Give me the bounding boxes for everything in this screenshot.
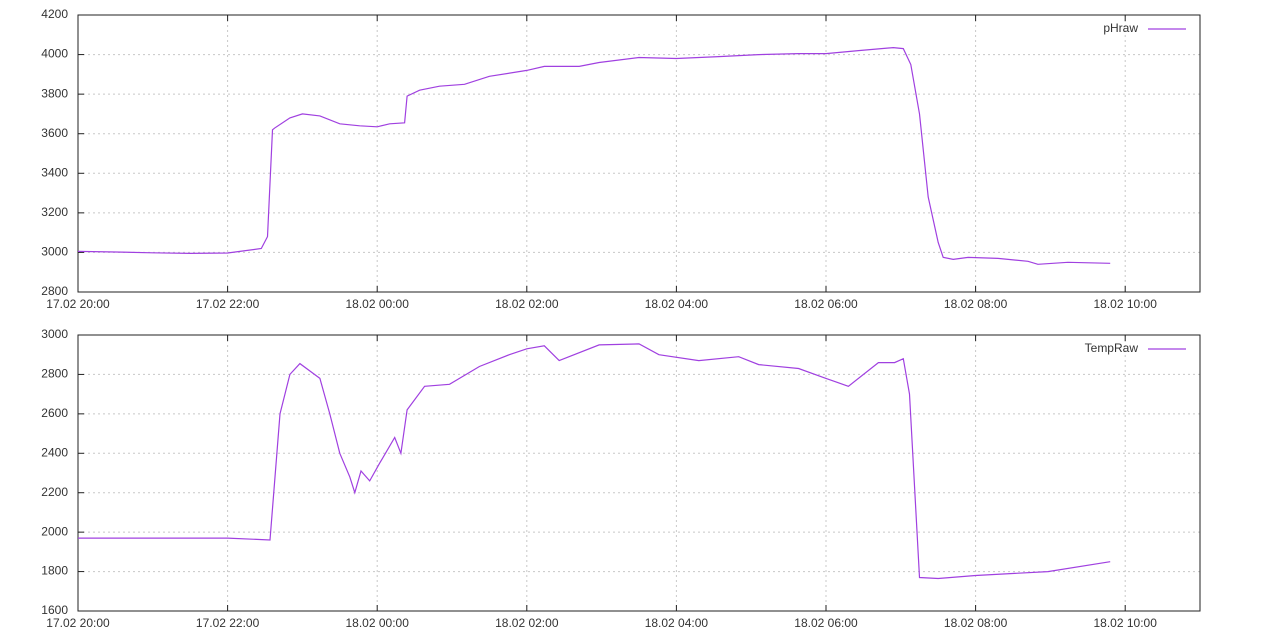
- x-tick-label: 18.02 00:00: [345, 297, 409, 311]
- y-tick-label: 3400: [41, 165, 68, 179]
- y-tick-label: 4000: [41, 47, 68, 61]
- legend-label: pHraw: [1103, 21, 1138, 35]
- y-tick-label: 2200: [41, 485, 68, 499]
- x-tick-label: 18.02 06:00: [794, 297, 858, 311]
- y-tick-label: 3000: [41, 245, 68, 259]
- x-tick-label: 18.02 10:00: [1093, 297, 1157, 311]
- x-tick-label: 18.02 02:00: [495, 297, 559, 311]
- x-tick-label: 18.02 04:00: [645, 297, 709, 311]
- x-tick-label: 18.02 08:00: [944, 616, 1008, 630]
- x-tick-label: 18.02 08:00: [944, 297, 1008, 311]
- plot-frame: [77, 14, 1201, 293]
- y-tick-label: 3600: [41, 126, 68, 140]
- y-tick-label: 1600: [41, 603, 68, 617]
- x-tick-label: 18.02 10:00: [1093, 616, 1157, 630]
- x-tick-label: 17.02 22:00: [196, 297, 260, 311]
- y-tick-label: 2800: [41, 367, 68, 381]
- data-line: [77, 46, 1111, 265]
- plot-frame: [77, 334, 1201, 612]
- y-tick-label: 4200: [41, 7, 68, 21]
- data-line: [78, 343, 1111, 580]
- y-tick-label: 3800: [41, 86, 68, 100]
- x-tick-label: 17.02 20:00: [46, 297, 110, 311]
- y-tick-label: 3200: [41, 205, 68, 219]
- y-tick-label: 2600: [41, 406, 68, 420]
- y-tick-label: 2000: [41, 524, 68, 538]
- x-tick-label: 18.02 06:00: [794, 616, 858, 630]
- y-tick-label: 3000: [41, 327, 68, 341]
- x-tick-label: 17.02 22:00: [196, 616, 260, 630]
- y-tick-label: 2800: [41, 284, 68, 298]
- x-tick-label: 18.02 00:00: [345, 616, 409, 630]
- legend-label: TempRaw: [1085, 341, 1139, 355]
- y-tick-label: 2400: [41, 445, 68, 459]
- y-tick-label: 1800: [41, 564, 68, 578]
- x-tick-label: 17.02 20:00: [46, 616, 110, 630]
- x-tick-label: 18.02 02:00: [495, 616, 559, 630]
- x-tick-label: 18.02 04:00: [645, 616, 709, 630]
